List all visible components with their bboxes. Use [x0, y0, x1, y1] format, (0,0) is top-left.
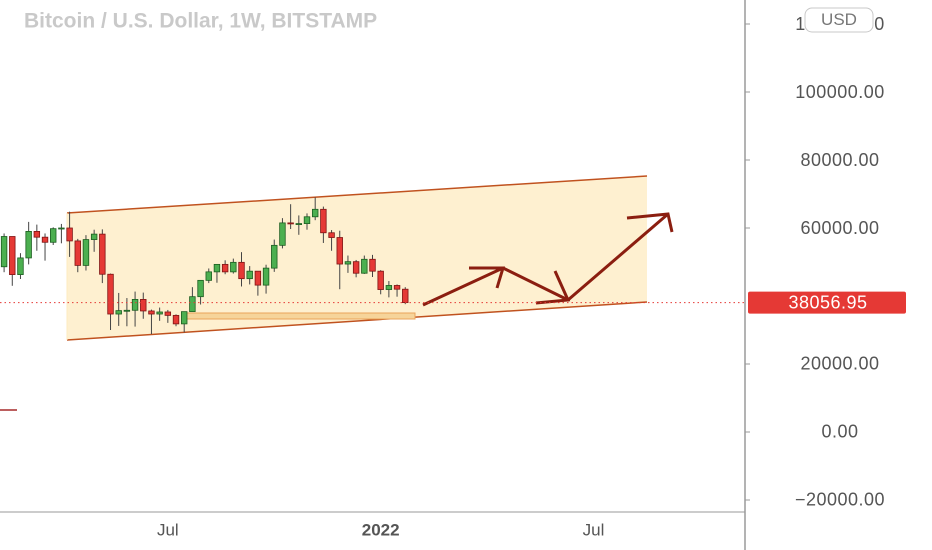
- candle-body: [320, 208, 327, 234]
- y-tick-label: −20000.00: [795, 490, 885, 510]
- badge-text: USD: [821, 10, 857, 29]
- candle-body: [230, 261, 237, 273]
- chart-title: Bitcoin / U.S. Dollar, 1W, BITSTAMP: [24, 10, 377, 33]
- candle-body: [311, 208, 319, 218]
- candle-body: [66, 227, 73, 242]
- candle-body: [262, 267, 270, 286]
- candle-body: [295, 223, 303, 225]
- candle-body: [0, 236, 8, 268]
- candle-body: [402, 288, 409, 304]
- channel-top: [66, 175, 648, 214]
- overlay: [422, 212, 674, 307]
- candle-body: [197, 279, 204, 298]
- candle-body: [58, 227, 65, 230]
- candle-body: [369, 258, 376, 272]
- candle-body: [148, 310, 155, 315]
- candle-body: [115, 310, 122, 315]
- y-tick-label: 100000.00: [795, 82, 885, 102]
- y-axis: 120000.00100000.0080000.0060000.0020000.…: [745, 14, 885, 510]
- candle-body: [107, 273, 114, 315]
- x-tick-label: Jul: [583, 520, 605, 539]
- y-tick-label: 0.00: [821, 422, 858, 442]
- candle-body: [41, 236, 49, 243]
- candle-body: [328, 232, 335, 238]
- candle-body: [181, 311, 188, 325]
- candle-body: [17, 257, 24, 275]
- candle-body: [140, 299, 147, 312]
- candle-body: [254, 270, 262, 286]
- candle-body: [271, 244, 278, 269]
- candle-body: [189, 296, 196, 313]
- candle-body: [9, 236, 16, 275]
- candle-body: [385, 285, 393, 290]
- candle-body: [131, 299, 139, 311]
- candle-body: [213, 263, 221, 273]
- y-tick-label: 20000.00: [800, 354, 879, 374]
- x-tick-label: 2022: [362, 520, 400, 539]
- candle-body: [279, 222, 286, 246]
- candle-body: [205, 271, 212, 281]
- candle-body: [164, 311, 172, 316]
- candle-body: [287, 222, 294, 225]
- candle-body: [238, 261, 245, 280]
- candle-body: [74, 240, 81, 266]
- badge-box: [804, 7, 874, 33]
- last-price-label: 38056.95: [788, 292, 867, 312]
- arrow-head: [469, 266, 506, 289]
- candle-body: [221, 263, 229, 273]
- candle-body: [246, 270, 253, 280]
- candle-body: [393, 285, 401, 290]
- candle-body: [25, 231, 32, 259]
- candle-body: [33, 231, 41, 238]
- candle-body: [344, 261, 352, 265]
- candle-body: [99, 233, 106, 275]
- arrow-head: [626, 212, 674, 233]
- x-tick-label: Jul: [157, 520, 179, 539]
- channel-bottom: [66, 301, 648, 341]
- candle-body: [123, 309, 131, 312]
- channel-fill: [67, 176, 647, 340]
- arrow-head: [535, 270, 571, 305]
- candle-body: [303, 216, 311, 224]
- candle-body: [82, 239, 90, 266]
- candle-body: [172, 314, 180, 325]
- support-zone: [184, 312, 416, 320]
- last-price-box: [748, 291, 906, 314]
- y-tick-label: 80000.00: [800, 150, 879, 170]
- candle-body: [352, 261, 360, 274]
- candles: [0, 197, 409, 335]
- candle-body: [50, 228, 57, 243]
- currency-badge[interactable]: USD: [804, 7, 874, 33]
- candle-body: [361, 258, 368, 274]
- projection-arrow: [422, 212, 669, 307]
- candle-body: [90, 233, 98, 240]
- y-tick-label: 60000.00: [800, 218, 879, 238]
- candle-body: [156, 311, 163, 315]
- candle-body: [336, 237, 343, 265]
- candle-body: [377, 270, 384, 290]
